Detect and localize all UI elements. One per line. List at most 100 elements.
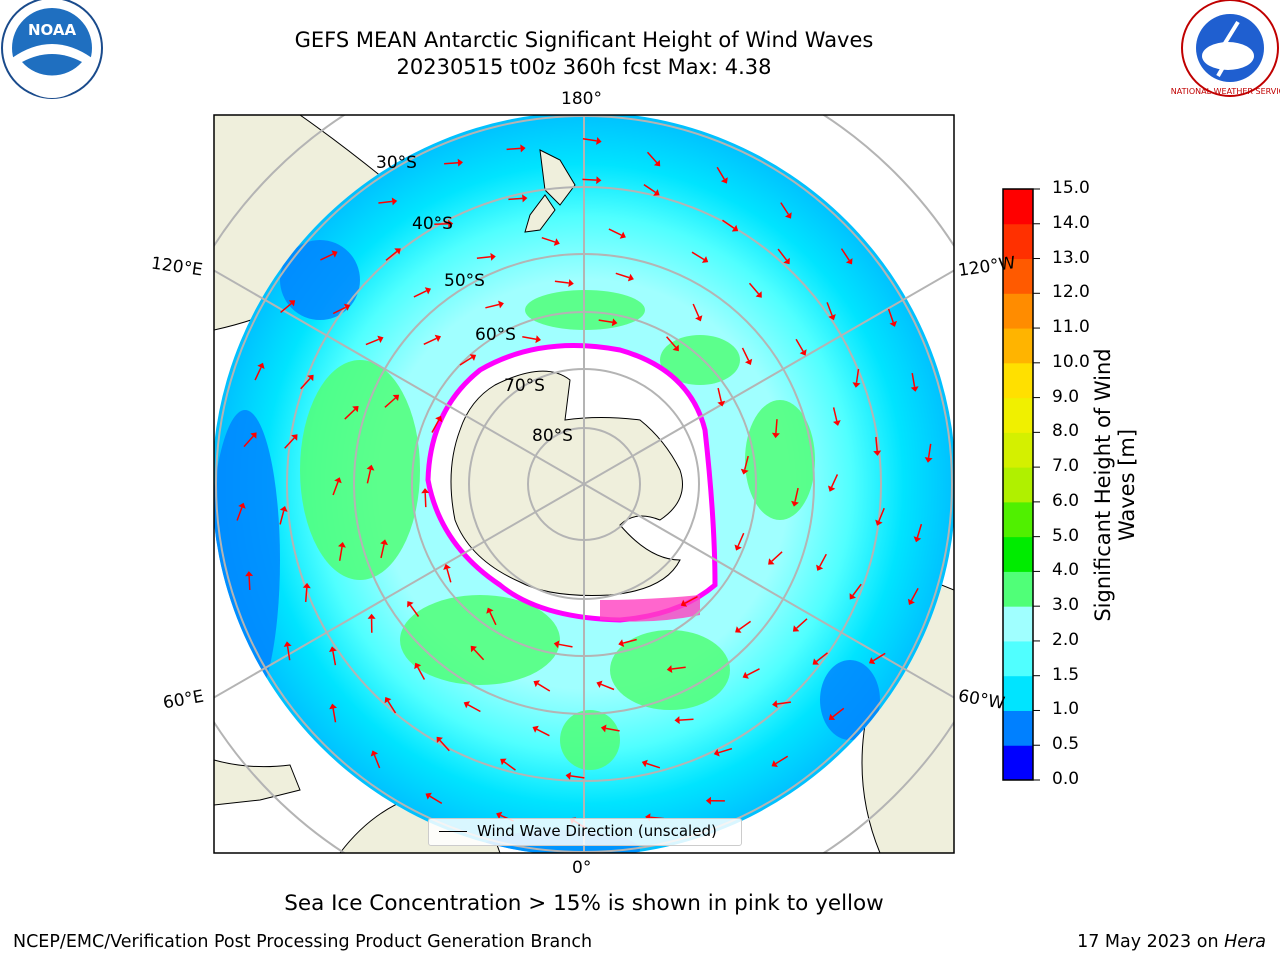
- colorbar-label-line2: Waves [m]: [1115, 428, 1139, 542]
- wind-wave-arrow: [554, 280, 569, 284]
- colorbar-tick-label: 14.0: [1052, 212, 1090, 233]
- wind-wave-arrow: [605, 727, 620, 732]
- wind-wave-arrow: [459, 356, 473, 366]
- wind-wave-arrow: [338, 546, 343, 561]
- lat-label-30s: 30°S: [376, 153, 417, 173]
- wind-wave-arrowhead: [334, 477, 342, 484]
- sea-ice-note: Sea Ice Concentration > 15% is shown in …: [284, 891, 884, 916]
- colorbar-segment: [1003, 432, 1033, 468]
- wind-wave-arrow: [748, 282, 760, 295]
- wind-wave-arrowhead: [486, 607, 494, 614]
- wind-wave-arrow: [910, 587, 919, 601]
- wind-wave-arrowhead: [448, 219, 454, 228]
- wind-wave-arrow: [446, 568, 452, 583]
- wind-wave-arrowhead: [414, 662, 422, 670]
- colorbar-segment: [1003, 189, 1033, 225]
- wind-wave-arrowhead: [343, 303, 351, 311]
- colorbar-tick-label: 1.0: [1052, 699, 1080, 720]
- wind-wave-arrowhead: [666, 665, 673, 673]
- land-madagascar: [214, 759, 301, 806]
- colorbar-tick-label: 4.0: [1052, 560, 1080, 581]
- wind-wave-arrow: [743, 455, 749, 470]
- colorbar-tick-label: 7.0: [1052, 456, 1080, 477]
- lat-label-70s: 70°S: [504, 376, 545, 396]
- wind-wave-arrow: [473, 648, 485, 661]
- map-legend: Wind Wave Direction (unscaled): [428, 818, 742, 846]
- wind-wave-arrowhead: [680, 599, 687, 607]
- colorbar-segment: [1003, 710, 1033, 746]
- wind-wave-arrowhead: [367, 613, 376, 619]
- wind-wave-arrow: [423, 337, 437, 345]
- wind-wave-arrowhead: [849, 593, 856, 600]
- wind-wave-arrow: [816, 652, 828, 663]
- land-antarctica: [450, 370, 683, 596]
- wind-wave-arrow: [444, 161, 459, 165]
- wind-wave-arrow: [643, 183, 656, 194]
- colorbar-tick-label: 12.0: [1052, 282, 1090, 303]
- wind-wave-arrow: [718, 747, 733, 754]
- colorbar-tick-label: 5.0: [1052, 525, 1080, 546]
- wind-wave-arrow: [429, 795, 443, 805]
- wind-wave-arrow: [537, 683, 551, 692]
- lat-label-80s: 80°S: [532, 426, 573, 446]
- map-frame: [213, 114, 955, 854]
- wind-wave-arrow: [413, 290, 427, 298]
- wind-wave-arrow: [279, 510, 285, 525]
- wind-wave-arrow: [684, 595, 698, 604]
- wind-wave-arrowhead: [873, 450, 882, 456]
- wind-wave-arrowhead: [535, 335, 541, 344]
- colorbar-frame: [1002, 188, 1034, 781]
- wind-wave-arrow: [927, 443, 932, 458]
- wind-wave-arrow: [378, 200, 393, 204]
- wind-wave-arrow: [485, 303, 500, 309]
- wind-wave-arrow: [522, 336, 537, 340]
- wind-wave-arrow: [373, 754, 381, 769]
- wind-wave-arrow: [872, 652, 886, 662]
- wind-wave-arrowhead: [734, 544, 742, 551]
- wind-wave-arrowhead: [257, 362, 265, 369]
- wind-wave-arrow: [855, 368, 860, 383]
- wind-wave-arrowhead: [283, 641, 292, 647]
- wind-wave-arrow: [679, 718, 694, 721]
- wind-wave-arrow: [722, 219, 735, 229]
- wind-wave-arrow: [852, 583, 862, 596]
- colorbar-segment: [1003, 467, 1033, 503]
- wind-wave-arrow: [385, 250, 398, 261]
- colorbar-tick-label: 0.0: [1052, 769, 1080, 789]
- wind-wave-arrow: [431, 419, 440, 433]
- wind-wave-arrow: [409, 604, 420, 617]
- wind-wave-arrowhead: [394, 248, 401, 255]
- wind-wave-arrowhead: [653, 189, 660, 196]
- wind-wave-arrow: [776, 701, 792, 705]
- wind-wave-arrowhead: [785, 212, 792, 219]
- wind-wave-arrowhead: [742, 671, 749, 679]
- colorbar-tick-label: 6.0: [1052, 490, 1080, 511]
- wind-wave-arrowhead: [641, 759, 648, 768]
- wind-wave-arrowhead: [532, 725, 539, 733]
- wind-wave-arrow: [622, 638, 637, 644]
- lat-label-60s: 60°S: [475, 325, 516, 345]
- wind-wave-arrow: [284, 437, 295, 449]
- wind-wave-arrow: [646, 762, 661, 769]
- colorbar-tick-label: 2.0: [1052, 629, 1080, 650]
- wind-wave-arrow: [508, 197, 523, 201]
- wind-wave-arrowhead: [463, 701, 470, 709]
- wind-wave-arrowhead: [435, 415, 443, 423]
- graticule: [214, 115, 954, 853]
- wind-wave-arrowhead: [833, 420, 841, 426]
- wind-wave-arrowhead: [565, 772, 572, 780]
- wind-wave-arrow: [741, 347, 750, 361]
- wind-wave-arrow: [332, 708, 337, 723]
- wind-wave-arrow: [536, 728, 550, 737]
- wind-wave-arrow: [467, 704, 481, 713]
- wind-wave-arrow: [248, 575, 251, 591]
- wind-wave-arrow: [666, 336, 677, 348]
- wind-wave-arrow: [692, 303, 700, 318]
- wind-wave-arrow: [916, 523, 923, 538]
- wind-wave-arrow: [476, 256, 491, 259]
- colorbar-tick-label: 1.5: [1052, 664, 1080, 685]
- wind-wave-arrow: [384, 397, 396, 408]
- wind-wave-arrow: [795, 338, 804, 352]
- colorbar-segment: [1003, 328, 1033, 364]
